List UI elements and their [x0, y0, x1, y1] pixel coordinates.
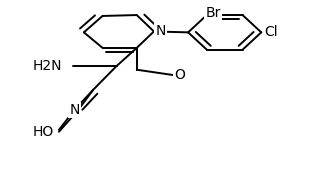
Text: Br: Br: [205, 6, 221, 20]
Text: N: N: [69, 103, 80, 117]
Text: Cl: Cl: [264, 25, 278, 39]
Text: O: O: [174, 68, 185, 82]
Text: HO: HO: [33, 125, 54, 139]
Text: N: N: [155, 24, 166, 38]
Text: H2N: H2N: [33, 59, 62, 73]
